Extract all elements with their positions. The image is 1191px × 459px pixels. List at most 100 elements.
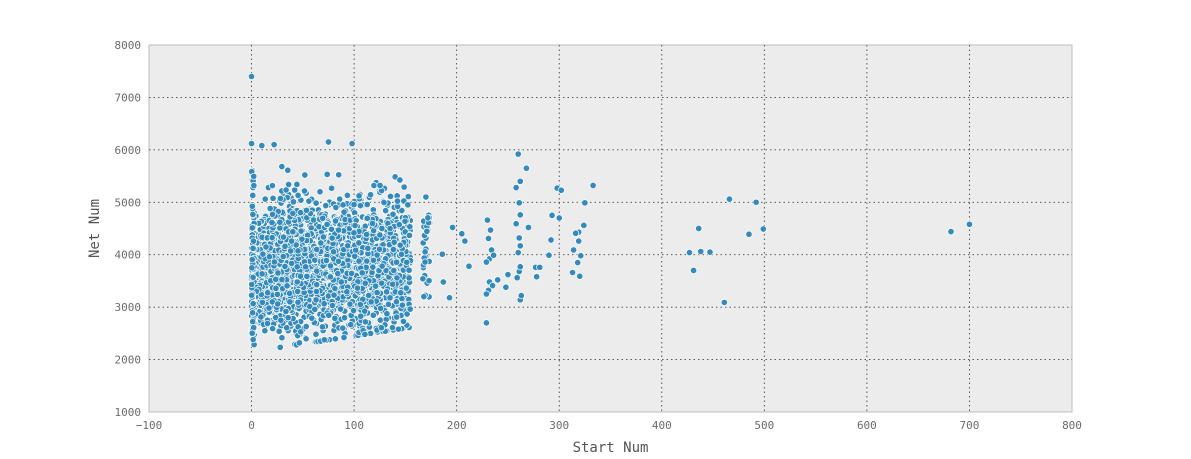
scatter-point [502, 283, 510, 291]
scatter-point [293, 278, 301, 286]
scatter-point [489, 282, 497, 290]
scatter-point [357, 312, 365, 320]
scatter-point [399, 317, 407, 325]
y-tick-label: 5000 [115, 196, 142, 209]
scatter-point [581, 199, 589, 207]
scatter-point [286, 298, 294, 306]
scatter-point [287, 247, 295, 255]
scatter-point [482, 258, 490, 266]
scatter-point [424, 214, 432, 222]
scatter-point [570, 246, 578, 254]
scatter-point [350, 201, 358, 209]
x-tick-label: 200 [447, 419, 467, 432]
scatter-point [322, 202, 330, 210]
scatter-point [331, 335, 339, 343]
scatter-point [401, 217, 409, 225]
scatter-point [369, 311, 377, 319]
scatter-point [268, 182, 276, 190]
scatter-point [406, 305, 414, 313]
scatter-point [439, 278, 447, 286]
scatter-point [697, 248, 705, 256]
scatter-point [516, 177, 524, 185]
scatter-point [326, 262, 334, 270]
scatter-point [326, 273, 334, 281]
scatter-point [368, 219, 377, 228]
scatter-point [355, 192, 363, 200]
scatter-point [400, 183, 408, 191]
scatter-point [352, 246, 360, 254]
scatter-point [483, 216, 491, 224]
scatter-point [248, 224, 256, 232]
scatter-point [305, 197, 313, 205]
scatter-point [269, 194, 277, 202]
scatter-point [313, 245, 321, 253]
x-tick-label: 0 [248, 419, 255, 432]
y-tick-label: 2000 [115, 354, 142, 367]
scatter-point [270, 258, 278, 266]
scatter-point [685, 249, 694, 257]
scatter-point [303, 272, 311, 280]
scatter-point [382, 207, 390, 215]
scatter-point [339, 201, 347, 209]
scatter-point [249, 309, 257, 317]
scatter-point [393, 313, 401, 321]
scatter-point [482, 319, 490, 327]
scatter-point [363, 214, 371, 222]
scatter-point [328, 301, 336, 310]
scatter-point [465, 262, 473, 270]
scatter-point [248, 140, 256, 148]
scatter-point [517, 292, 525, 300]
scatter-point [373, 289, 381, 297]
scatter-point [334, 270, 342, 278]
scatter-point [278, 334, 286, 342]
scatter-point [589, 181, 597, 190]
scatter-point [423, 227, 431, 235]
scatter-point [514, 150, 522, 158]
scatter-point [557, 186, 565, 194]
scatter-point [383, 310, 391, 318]
scatter-point [388, 324, 397, 332]
scatter-point [286, 289, 294, 297]
scatter-point [361, 330, 369, 338]
scatter-point [258, 142, 266, 150]
y-tick-label: 8000 [115, 39, 142, 52]
scatter-point [512, 220, 520, 228]
scatter-point [545, 251, 553, 259]
scatter-point [377, 304, 385, 312]
scatter-point [296, 272, 305, 280]
scatter-point [276, 194, 284, 203]
scatter-point [720, 298, 728, 306]
scatter-point [536, 263, 544, 271]
scatter-point [514, 249, 522, 257]
scatter-point [263, 319, 272, 328]
scatter-point [516, 263, 524, 271]
scatter-point [313, 267, 321, 275]
scatter-point [340, 333, 348, 342]
scatter-point [258, 298, 266, 307]
scatter-point [494, 276, 502, 284]
scatter-point [405, 231, 414, 239]
scatter-point [279, 252, 287, 261]
scatter-point [300, 187, 309, 195]
scatter-point [294, 287, 302, 296]
scatter-point [386, 192, 395, 200]
scatter-point [282, 186, 290, 194]
scatter-point [377, 324, 385, 332]
scatter-point [348, 269, 356, 277]
scatter-point [548, 211, 556, 219]
scatter-point [574, 259, 582, 267]
scatter-point [406, 223, 414, 231]
scatter-point [283, 282, 291, 290]
scatter-point [759, 225, 767, 233]
scatter-point [395, 221, 403, 229]
data-points [248, 72, 973, 351]
scatter-point [327, 225, 336, 233]
scatter-point [515, 199, 523, 207]
scatter-point [516, 211, 524, 219]
scatter-point [289, 228, 297, 236]
scatter-point [404, 201, 412, 209]
scatter-point [370, 181, 378, 190]
scatter-point [576, 272, 584, 280]
scatter-point [332, 203, 340, 211]
scatter-point [350, 307, 358, 315]
